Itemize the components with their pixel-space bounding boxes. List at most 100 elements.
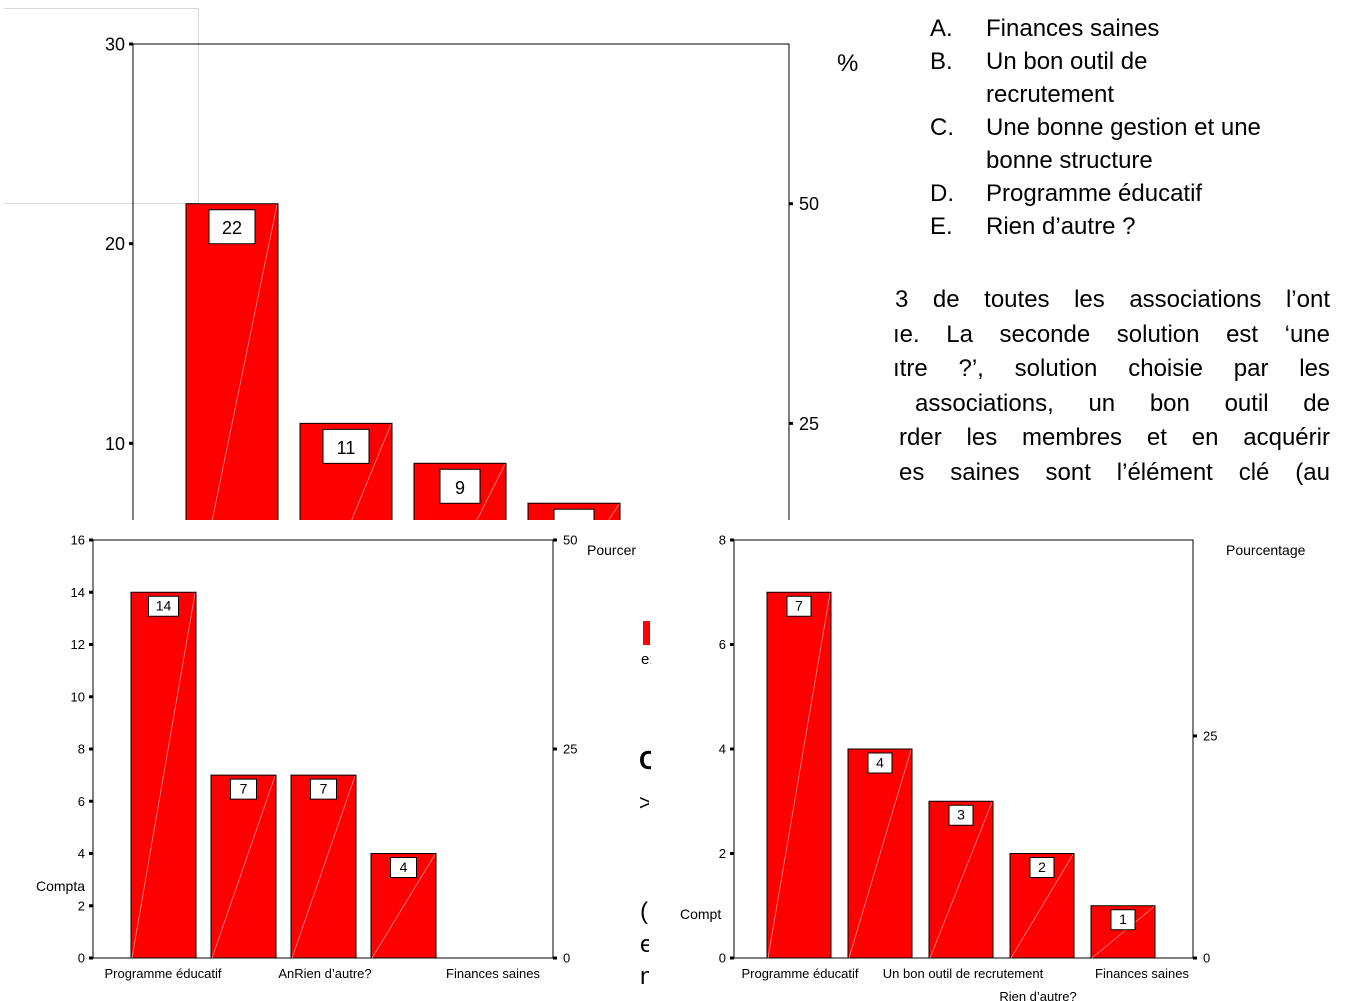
hidden-text-fragment: > — [639, 790, 649, 815]
bar-sheen — [767, 593, 831, 959]
hidden-bar-fragment — [643, 621, 650, 645]
y2-axis-label: % — [837, 50, 858, 77]
image-crop-frame — [4, 8, 199, 204]
data-label-box — [867, 752, 893, 774]
data-label-box — [1029, 857, 1055, 878]
paragraph-line: ıtre?’, solution choisie par les — [893, 355, 1330, 382]
data-label: 7 — [320, 781, 328, 797]
x-axis-label: Rien d’autre? — [999, 989, 1076, 1001]
y2-tick-label: 0 — [1203, 951, 1210, 966]
bar-sheen — [291, 775, 356, 959]
legend-item: A. Finances saines — [930, 15, 1160, 42]
answer-legend: A. Finances saines B. Un bon outil de recr… — [930, 12, 1326, 243]
hidden-text-fragment: n — [640, 963, 649, 990]
data-label: 3 — [957, 807, 965, 823]
bar-sheen — [211, 775, 276, 959]
legend-item: C. Une bonne gestion et une bonne structu… — [930, 114, 1261, 174]
y-axis-label: Compt — [680, 906, 721, 922]
chart-2: 0 2 4 6 8 10 12 14 16 0 25 50 14 7 7 4 Pourcer Compta Prog… — [36, 533, 636, 981]
y2-tick-label: 25 — [563, 742, 577, 757]
chart-2-plot: 0 2 4 6 8 10 12 14 16 0 25 50 14 7 7 4 Pourcer Compta Prog… — [36, 533, 636, 981]
paragraph-line: es saines sont l’élément clé (au — [899, 458, 1330, 486]
y-tick-label: 8 — [719, 533, 726, 548]
y2-tick-label: 25 — [799, 414, 819, 434]
y-tick-label: 4 — [719, 742, 726, 757]
bar — [185, 203, 279, 520]
bar-sheen — [1091, 906, 1155, 959]
data-label: 7 — [569, 518, 579, 520]
data-label: 9 — [455, 478, 465, 498]
data-label-box — [230, 778, 257, 800]
y2-tick-label: 50 — [799, 194, 819, 214]
x-tick-label: Programme éducatif — [741, 966, 858, 981]
x-tick-label: Programme éducatif — [104, 966, 221, 981]
data-label: 4 — [876, 754, 884, 770]
legend-item: E. Rien d’autre ? — [930, 213, 1136, 240]
y-tick-label: 0 — [78, 951, 85, 966]
data-label: 7 — [240, 781, 248, 797]
bar-sheen — [371, 854, 436, 959]
plot-frame — [132, 43, 790, 520]
y-tick-label: 8 — [78, 742, 85, 757]
y-tick-label: 2 — [719, 846, 726, 861]
bar-sheen — [929, 802, 993, 959]
hidden-text-fragment: e: — [641, 651, 651, 668]
y2-axis-label: Pourcentage — [1226, 542, 1306, 558]
paragraph-line: ıe. La seconde solution est ‘une — [893, 320, 1330, 348]
data-label: 14 — [156, 598, 172, 614]
y-tick-label: 12 — [71, 637, 85, 652]
paragraph-line: rder les membres et en acquérir — [899, 424, 1330, 451]
x-tick-label: AnRien d’autre? — [278, 966, 371, 981]
y-tick-label: 2 — [78, 898, 85, 913]
x-tick-label: Finances saines — [446, 966, 540, 981]
data-label: 1 — [1119, 911, 1127, 927]
legend-item: D. Programme éducatif — [930, 180, 1203, 207]
hidden-text-fragment: C — [639, 745, 651, 775]
data-label: 4 — [400, 859, 408, 875]
y2-axis-label: Pourcer — [587, 542, 636, 558]
bar-sheen — [131, 593, 196, 959]
y-axis-label: Compta — [36, 878, 85, 894]
bar-sheen — [211, 204, 278, 520]
data-label-box — [148, 595, 179, 617]
data-label-box — [1110, 909, 1136, 931]
data-label-box — [390, 857, 417, 878]
bar-sheen — [848, 749, 912, 959]
data-label: 11 — [337, 438, 356, 458]
chart-1: 01020302550221197% — [105, 34, 858, 520]
y-tick-label: 10 — [71, 689, 85, 704]
data-label: 2 — [1038, 859, 1046, 875]
y-tick-label: 14 — [71, 585, 85, 600]
bar-sheen — [1010, 854, 1074, 959]
data-label-box — [553, 508, 595, 520]
data-label-box — [786, 595, 812, 617]
data-label: 22 — [222, 218, 242, 238]
body-paragraph: 3 de toutes les associations l’ont ıe. La secon… — [893, 283, 1330, 490]
legend-item: B. Un bon outil de recrutement — [930, 48, 1148, 108]
y-tick-label: 10 — [105, 434, 125, 454]
y2-tick-label: 50 — [563, 533, 577, 548]
data-label-box — [208, 209, 256, 245]
y-tick-label: 0 — [719, 951, 726, 966]
x-tick-label: Un bon outil de recrutement — [883, 966, 1044, 981]
bar-sheen — [351, 424, 392, 520]
x-tick-label: Finances saines — [1095, 966, 1189, 981]
y2-tick-label: 25 — [1203, 729, 1217, 744]
data-label-box — [322, 428, 370, 464]
chart-3-plot: 0 2 4 6 8 0 25 7 4 3 2 1 Pourcentage Compt Programme é… — [680, 533, 1306, 1001]
chart-1-plot: 01020302550221197% — [105, 34, 858, 520]
paragraph-line: 3 de toutes les associations l’ont — [893, 286, 1330, 313]
y2-tick-label: 0 — [563, 951, 570, 966]
data-label-box — [948, 804, 974, 826]
data-label-box — [310, 778, 337, 800]
paragraph-line: associations, un bon outil de — [915, 389, 1330, 417]
hidden-text-fragment: ( — [640, 898, 648, 925]
data-label: 7 — [795, 598, 803, 614]
y-tick-label: 6 — [719, 637, 726, 652]
y-tick-label: 30 — [105, 34, 125, 54]
chart-3: 0 2 4 6 8 0 25 7 4 3 2 1 Pourcentage Compt Programme é… — [680, 533, 1306, 1001]
y-tick-label: 4 — [78, 846, 85, 861]
bar-sheen — [476, 464, 506, 520]
y-tick-label: 6 — [78, 794, 85, 809]
y-tick-label: 16 — [71, 533, 85, 548]
